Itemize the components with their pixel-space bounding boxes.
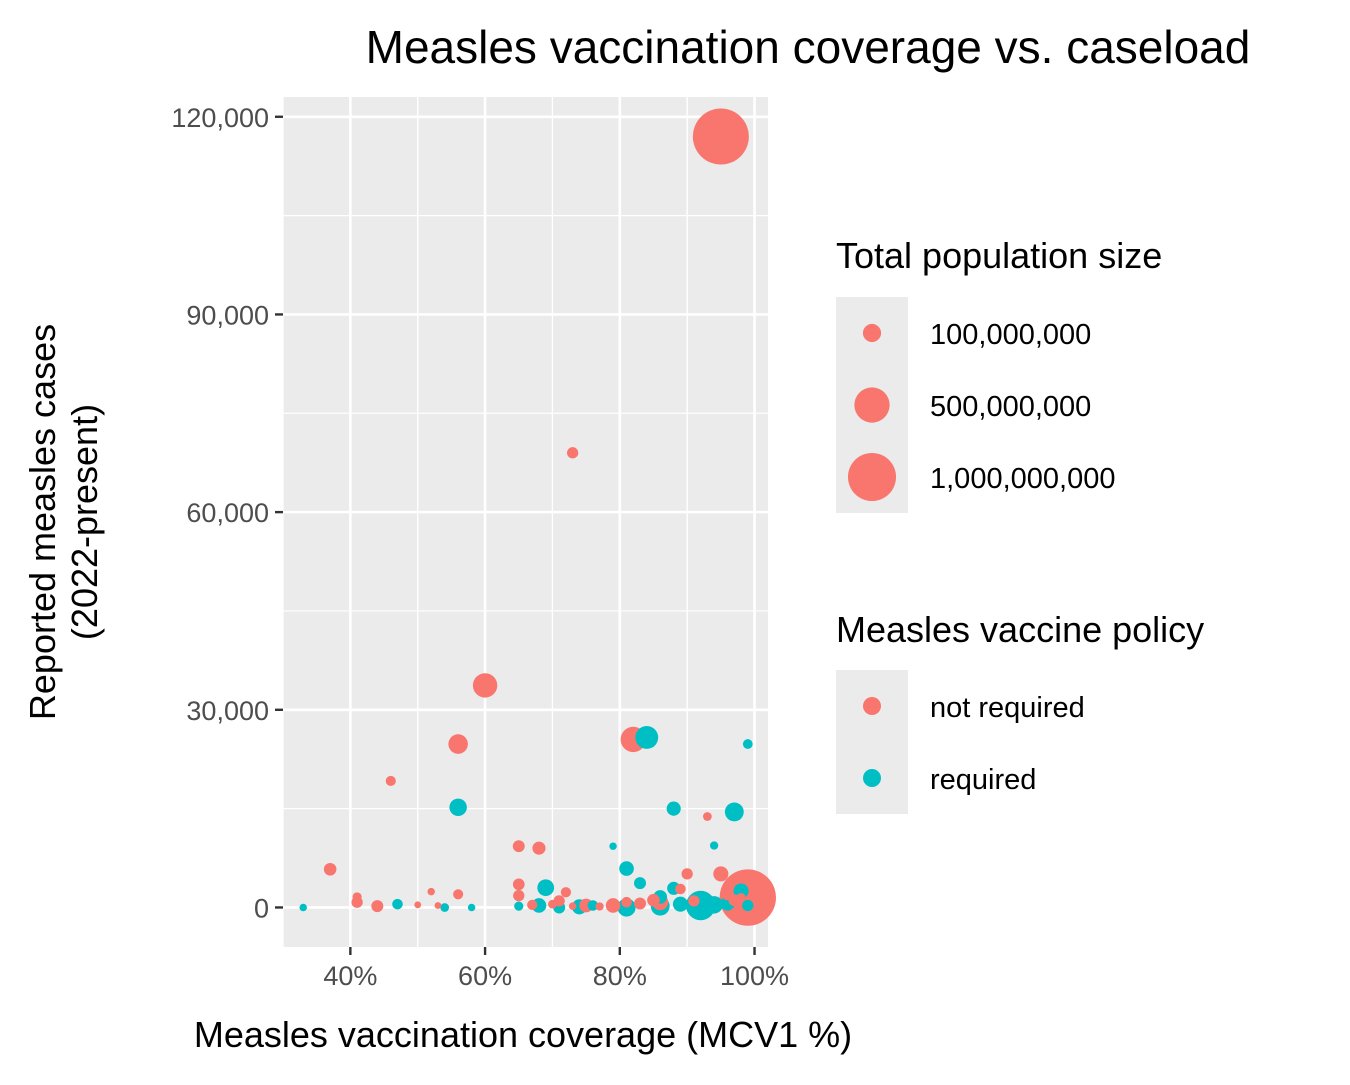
color-legend-title: Measles vaccine policy	[836, 609, 1204, 650]
size-legend: Total population size 100,000,000 500,000…	[836, 235, 1162, 513]
data-point-required	[709, 841, 719, 850]
data-point-required	[514, 901, 524, 911]
data-point-not-required	[719, 869, 776, 926]
data-point-required	[742, 899, 754, 912]
data-point-required	[449, 798, 467, 817]
data-point-required	[587, 900, 599, 911]
size-legend-key	[854, 387, 890, 423]
chart-title: Measles vaccination coverage vs. caseloa…	[366, 21, 1251, 73]
y-tick-label: 30,000	[186, 696, 269, 726]
data-point-required	[724, 802, 744, 822]
data-point-not-required	[427, 887, 435, 896]
size-legend-title: Total population size	[836, 235, 1162, 276]
size-legend-label: 100,000,000	[930, 319, 1091, 351]
data-point-not-required	[605, 898, 621, 913]
data-point-not-required	[453, 889, 464, 900]
y-axis-title-line-1: Reported measles cases	[22, 324, 63, 720]
size-legend-key	[862, 323, 882, 343]
grid-lines	[282, 97, 768, 947]
y-axis-title-line-2: (2022-present)	[64, 404, 105, 640]
data-point-required	[666, 801, 681, 816]
data-point-not-required	[681, 868, 693, 880]
data-point-required	[609, 842, 617, 850]
data-point-not-required	[352, 892, 362, 902]
data-point-not-required	[512, 840, 525, 853]
data-point-required	[392, 898, 403, 910]
data-point-not-required	[512, 878, 525, 891]
data-point-not-required	[595, 902, 604, 911]
data-point-not-required	[448, 734, 468, 754]
color-legend-key-background	[836, 670, 908, 814]
data-point-not-required	[713, 866, 729, 882]
data-point-not-required	[527, 899, 538, 910]
data-point-not-required	[567, 447, 579, 459]
data-point-not-required	[548, 899, 557, 909]
data-point-required	[299, 903, 307, 912]
x-tick-label: 60%	[458, 961, 512, 991]
y-tick-label: 0	[254, 893, 269, 923]
data-point-not-required	[702, 812, 712, 821]
data-point-required	[672, 896, 688, 912]
data-point-not-required	[560, 887, 572, 898]
data-point-not-required	[621, 896, 632, 908]
y-axis-title: Reported measles cases (2022-present)	[22, 324, 105, 720]
data-point-required	[635, 726, 659, 749]
data-point-not-required	[414, 901, 422, 909]
x-tick-label: 100%	[720, 961, 789, 991]
data-points	[299, 108, 776, 926]
data-point-not-required	[568, 902, 577, 910]
data-point-required	[619, 861, 634, 876]
data-point-required	[634, 877, 646, 890]
x-tick-label: 80%	[593, 961, 647, 991]
axes: 40% 60% 80% 100% 0 30,000 60,000 90,000 120,000	[171, 103, 789, 991]
data-point-required	[742, 739, 753, 749]
color-legend-label: not required	[930, 692, 1085, 724]
plot-panel	[283, 97, 768, 947]
y-tick-label: 120,000	[171, 103, 269, 133]
data-point-not-required	[634, 897, 646, 910]
data-point-not-required	[371, 900, 384, 913]
data-point-not-required	[513, 889, 525, 902]
size-legend-label: 500,000,000	[930, 391, 1091, 423]
data-point-required	[440, 903, 450, 912]
data-point-not-required	[692, 108, 749, 165]
data-point-required	[733, 883, 749, 899]
data-point-not-required	[434, 902, 442, 909]
x-tick-label: 40%	[323, 961, 377, 991]
data-point-not-required	[385, 775, 396, 786]
color-legend-key	[863, 769, 881, 787]
x-axis-title: Measles vaccination coverage (MCV1 %)	[194, 1014, 852, 1055]
data-point-required	[705, 896, 723, 914]
color-legend: Measles vaccine policy not required requi…	[836, 609, 1204, 814]
color-legend-label: required	[930, 764, 1036, 796]
data-point-required	[467, 903, 476, 912]
data-point-not-required	[736, 892, 746, 903]
data-point-not-required	[675, 883, 686, 895]
size-legend-key	[847, 452, 897, 502]
data-point-required	[537, 879, 555, 897]
size-legend-label: 1,000,000,000	[930, 463, 1115, 495]
y-tick-label: 60,000	[186, 498, 269, 528]
color-legend-key	[863, 697, 881, 715]
data-point-not-required	[323, 862, 337, 876]
data-point-not-required	[532, 841, 546, 855]
data-point-not-required	[472, 673, 498, 698]
data-point-not-required	[688, 895, 700, 907]
y-tick-label: 90,000	[186, 300, 269, 330]
data-point-not-required	[647, 893, 660, 907]
